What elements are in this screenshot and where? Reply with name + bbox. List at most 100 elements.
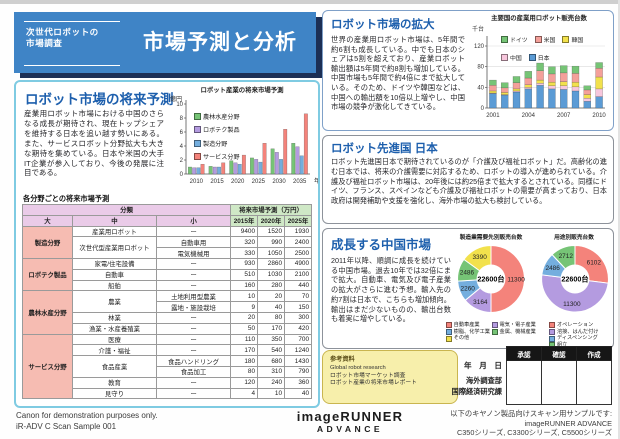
cell-sho: ー: [155, 387, 232, 400]
cell-value: 440: [284, 279, 313, 292]
approval-cell: [541, 360, 577, 405]
cell-value: 1930: [284, 225, 313, 238]
china-paragraph: 2011年以降、順調に成長を続けている中国市場。過去10年では32倍にまで拡大。…: [331, 256, 451, 324]
table-row: 農林水産分野 農業 土地利用型農業 10 20 70: [22, 290, 313, 335]
approval-table: 承認 確認 作成: [506, 346, 612, 405]
legend-item: 自動車産業: [446, 322, 490, 329]
legend-swatch: [446, 329, 453, 336]
cell-value: 360: [284, 376, 313, 389]
cell-value: 2500: [284, 247, 313, 259]
section-future-forecast: ロボット市場の将来予測 産業用ロボット市場における中国のさらなる成長が期待され、…: [14, 80, 320, 408]
svg-text:8: 8: [180, 116, 184, 122]
cell-sho: 露地・施設栽培: [155, 301, 232, 313]
legend-column: オペレーション 溶接、はんだ付け ディスペンシング 組立: [549, 322, 599, 349]
cell-value: 20: [230, 311, 259, 324]
svg-text:4: 4: [180, 144, 184, 150]
table-row: 介護・福祉ー 170 540 1240: [23, 344, 313, 357]
reference-box: 参考資料 Global robot research ロボット市場マーケット調査…: [322, 350, 458, 404]
section-robot-advanced-japan: ロボット先進国 日本 ロボット先進国日本で期待されているのが「介護及び福祉ロボッ…: [322, 135, 614, 224]
legend-item: 日本: [528, 53, 550, 62]
cell-dai: ロボテク製品: [22, 257, 73, 292]
header-sho: 小: [155, 214, 232, 227]
legend-item: 金属、機械産業: [492, 329, 536, 336]
cell-value: 240: [257, 376, 286, 389]
cell-chu: 次世代型産業用ロボット: [72, 236, 157, 259]
svg-text:2015: 2015: [210, 179, 224, 185]
banner-rule: [24, 65, 120, 66]
svg-text:2486: 2486: [545, 265, 560, 272]
cell-sho: ー: [155, 279, 232, 292]
cell-chu: 家電/住宅設備: [72, 257, 157, 270]
svg-text:千台: 千台: [472, 25, 484, 33]
japan-heading: ロボット先進国 日本: [331, 143, 438, 155]
cell-chu: 漁業・水産養殖業: [72, 322, 157, 335]
table-row: 製造分野 産業用ロボットー 9400 1520 1930: [22, 225, 313, 259]
forecast-table-caption: 各分野ごとの将来市場予測: [23, 194, 110, 203]
imagerunner-logo: imageRUNNER ADVANCE: [296, 409, 404, 434]
legend-swatch: [492, 322, 498, 329]
header-year: 2015年: [230, 214, 259, 227]
table-row: 食品産業 食品ハンドリング 180 680 1430: [23, 355, 313, 378]
sales-chart-legend: ドイツ 米国 韓国 中国 日本: [501, 30, 609, 66]
svg-text:2260: 2260: [461, 286, 476, 293]
svg-text:2004: 2004: [522, 113, 536, 119]
cell-chu: 医療: [72, 333, 157, 346]
cell-value: 2100: [284, 268, 313, 281]
legend-item: 製造分野: [194, 139, 240, 148]
legend-item: 電気・電子産業: [492, 322, 536, 329]
cell-sho: 食品加工: [155, 365, 232, 378]
forecast-table: 分類 将来市場予測（万円） 大中小 2015年 2020年 2025年 製造分野 産業用ロボッ…: [21, 204, 313, 400]
svg-text:2010: 2010: [592, 113, 606, 119]
header-forecast: 将来市場予測（万円）: [230, 204, 313, 216]
cell-sho: ー: [155, 344, 232, 357]
legend-swatch: [446, 335, 453, 342]
cell-chu: 林業: [72, 311, 157, 324]
svg-text:0: 0: [180, 172, 184, 178]
banner-subtitle-block: 次世代ロボットの 市場調査: [22, 18, 124, 67]
cell-sho: 土地利用型農業: [155, 290, 232, 303]
legend-item: 米国: [534, 35, 555, 44]
legend-item: 農林水産分野: [194, 112, 240, 121]
svg-text:2712: 2712: [559, 253, 574, 260]
cell-value: 280: [257, 279, 286, 292]
cell-sho: ー: [155, 257, 232, 270]
svg-text:3390: 3390: [472, 254, 487, 261]
svg-text:2001: 2001: [486, 113, 500, 119]
cell-value: 20: [257, 290, 286, 303]
banner-rule: [24, 21, 120, 22]
cell-value: 2860: [257, 257, 286, 270]
header-chu: 中: [72, 214, 157, 227]
cell-value: 9400: [230, 225, 259, 238]
legend-swatch: [194, 126, 201, 134]
cell-chu: 介護・福祉: [72, 344, 157, 357]
cell-sho: 自動車用: [155, 236, 232, 249]
svg-text:2025: 2025: [252, 179, 266, 185]
cell-sho: ー: [155, 333, 232, 346]
cell-value: 110: [230, 333, 259, 346]
cell-value: 10: [257, 387, 286, 400]
china-heading: 成長する中国市場: [331, 238, 432, 252]
legend-swatch: [549, 335, 556, 342]
future-market-bar-chart: 億円 0 2 4 6 8 10 2010 2015 2020 2025 2030 2035 年: [170, 95, 320, 185]
cell-dai: サービス分野: [22, 333, 73, 400]
cell-value: 10: [230, 290, 259, 303]
legend-swatch: [501, 54, 508, 61]
future-chart-title: ロボット産業の将来市場予測: [200, 87, 284, 94]
cell-value: 1430: [284, 355, 313, 367]
legend-item: 溶接、はんだ付け: [549, 329, 599, 336]
table-row: 次世代型産業用ロボット 自動車用 320 990 2400: [23, 236, 313, 259]
section-market-expansion: ロボット市場の拡大 世界の産業用ロボット市場は、5年間で約6割も成長している。中…: [322, 10, 614, 131]
future-chart-legend: 農林水産分野 ロボテク製品 製造分野 サービス分野: [194, 112, 240, 166]
cell-value: 510: [230, 268, 259, 281]
usage-donut-legend: オペレーション 溶接、はんだ付け ディスペンシング 組立: [537, 322, 611, 349]
cell-value: 790: [284, 365, 313, 378]
svg-text:2: 2: [180, 158, 184, 164]
cell-value: 2400: [284, 236, 313, 249]
cell-dai: 製造分野: [22, 225, 73, 259]
svg-text:2486: 2486: [460, 269, 475, 276]
cell-value: 160: [230, 279, 259, 292]
cell-value: 930: [230, 257, 259, 270]
cell-value: 1050: [257, 247, 286, 259]
svg-text:2030: 2030: [272, 179, 286, 185]
